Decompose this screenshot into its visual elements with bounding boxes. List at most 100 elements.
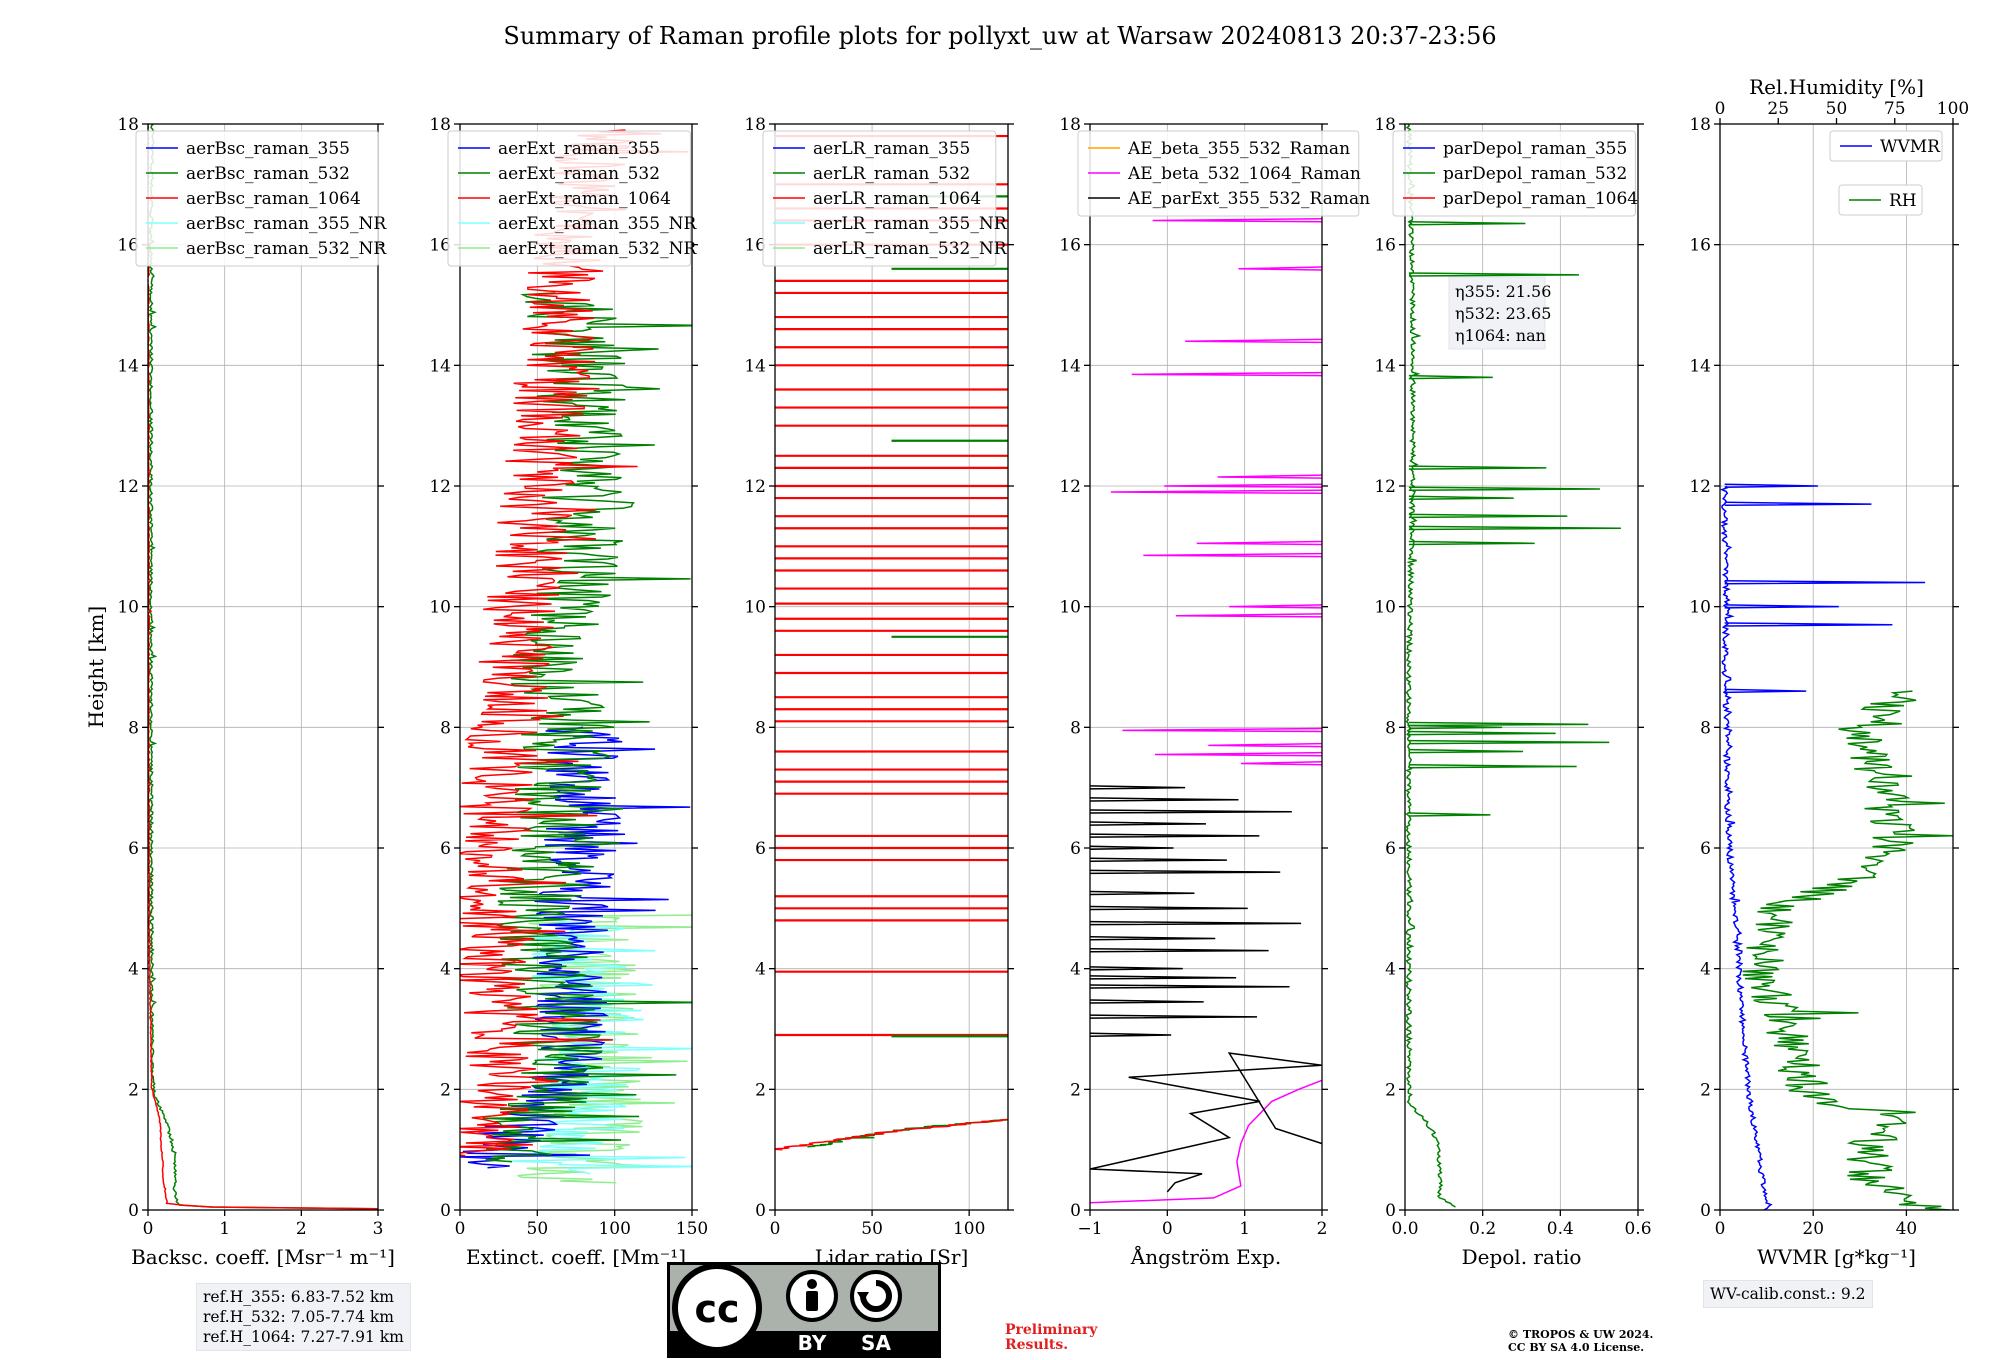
ref-height-355: ref.H_355: 6.83-7.52 km bbox=[203, 1288, 394, 1306]
series-line-aerExt_raman_532 bbox=[482, 292, 692, 1163]
plot-area bbox=[1405, 124, 1621, 1208]
y-tick-label: 0 bbox=[440, 1201, 451, 1221]
by-person-head bbox=[807, 1279, 817, 1289]
legend-label: WVMR bbox=[1880, 137, 1941, 157]
y-tick-label: 14 bbox=[1689, 356, 1711, 376]
y-axis-label: Height [km] bbox=[84, 606, 108, 728]
top-x-axis-label: Rel.Humidity [%] bbox=[1749, 75, 1924, 99]
y-tick-label: 0 bbox=[1070, 1201, 1081, 1221]
panel-dep: 0.0 0.2 0.4 0.6 0 2 4 6 8 10 12 14 16 18 Depol. ratio p… bbox=[1374, 115, 1651, 1269]
spike-line bbox=[1724, 483, 1818, 488]
series-line-AE_beta_532_1064_Raman bbox=[1090, 1079, 1322, 1204]
x-tick-label: 50 bbox=[527, 1219, 549, 1239]
y-tick-label: 8 bbox=[1700, 718, 1711, 738]
y-tick-label: 6 bbox=[128, 839, 139, 859]
legend-label: aerBsc_raman_355 bbox=[186, 139, 350, 159]
y-tick-label: 4 bbox=[1070, 960, 1081, 980]
by-label: BY bbox=[798, 1331, 827, 1355]
legend-label: aerBsc_raman_355_NR bbox=[186, 214, 387, 234]
y-tick-label: 8 bbox=[128, 718, 139, 738]
x-tick-label: 0.4 bbox=[1547, 1219, 1574, 1239]
y-tick-label: 18 bbox=[117, 115, 139, 135]
ref-height-532: ref.H_532: 7.05-7.74 km bbox=[203, 1308, 394, 1326]
plot-area bbox=[775, 134, 1008, 1151]
y-tick-label: 2 bbox=[440, 1080, 451, 1100]
spike-line bbox=[1090, 935, 1216, 941]
y-tick-label: 2 bbox=[1700, 1080, 1711, 1100]
y-tick-label: 6 bbox=[1070, 839, 1081, 859]
spike-line bbox=[1238, 266, 1322, 271]
y-tick-label: 2 bbox=[755, 1080, 766, 1100]
spike-line bbox=[1090, 1014, 1258, 1019]
copyright-note: © TROPOS & UW 2024. CC BY SA 4.0 License… bbox=[1508, 1328, 1653, 1354]
y-tick-label: 10 bbox=[1059, 598, 1081, 618]
spike-line bbox=[1408, 730, 1556, 736]
y-tick-label: 14 bbox=[1059, 356, 1081, 376]
x-tick-label: 0 bbox=[1162, 1219, 1173, 1239]
copyright-line-2: CC BY SA 4.0 License. bbox=[1508, 1341, 1645, 1354]
legend: WVMR RH bbox=[1829, 130, 1943, 216]
legend-label: aerBsc_raman_532 bbox=[186, 164, 350, 184]
panel-frame bbox=[774, 123, 1009, 1211]
spike-line bbox=[1408, 272, 1579, 277]
y-tick-label: 2 bbox=[1070, 1080, 1081, 1100]
y-tick-label: 6 bbox=[755, 839, 766, 859]
x-tick-label: 0 bbox=[770, 1219, 781, 1239]
top-x-tick-label: 25 bbox=[1767, 99, 1789, 119]
x-tick-label: 50 bbox=[861, 1219, 883, 1239]
spike-line bbox=[1090, 857, 1227, 863]
spike-line bbox=[1229, 604, 1322, 609]
y-tick-label: 8 bbox=[440, 718, 451, 738]
sa-share-icon bbox=[850, 1270, 902, 1322]
y-tick-label: 10 bbox=[429, 598, 451, 618]
spike-line bbox=[1090, 975, 1237, 980]
spike-line bbox=[1408, 495, 1514, 501]
x-tick-label: 3 bbox=[373, 1219, 384, 1239]
legend-box bbox=[762, 130, 997, 267]
spike-line bbox=[1408, 748, 1524, 754]
legend-label: aerBsc_raman_532_NR bbox=[186, 239, 387, 259]
spike-line bbox=[1408, 724, 1503, 730]
legend: aerExt_raman_355 aerExt_raman_532 aerExt_r… bbox=[447, 130, 697, 267]
spike-line bbox=[1240, 760, 1322, 766]
spike-line bbox=[1408, 486, 1600, 491]
y-tick-label: 6 bbox=[1385, 839, 1396, 859]
preliminary-line-2: Results. bbox=[1005, 1337, 1069, 1353]
y-tick-label: 0 bbox=[128, 1201, 139, 1221]
preliminary-line-1: Preliminary bbox=[1005, 1322, 1098, 1338]
legend-box bbox=[1829, 130, 1943, 162]
x-tick-label: 20 bbox=[1802, 1219, 1824, 1239]
eta-annotation-line: η532: 23.65 bbox=[1455, 304, 1551, 323]
cc-logo-text: cc bbox=[694, 1287, 739, 1331]
x-tick-label: −1 bbox=[1077, 1219, 1102, 1239]
spike-line bbox=[1408, 739, 1610, 745]
y-tick-label: 16 bbox=[1374, 236, 1396, 256]
x-tick-label: 0 bbox=[1715, 1219, 1726, 1239]
series-line-parDepol_raman_532 bbox=[1405, 124, 1456, 1208]
legend-label: AE_beta_532_1064_Raman bbox=[1127, 164, 1361, 184]
eta-annotation-line: η355: 21.56 bbox=[1455, 282, 1551, 301]
spike-line bbox=[1090, 905, 1248, 911]
y-tick-label: 0 bbox=[1385, 1201, 1396, 1221]
spike-line bbox=[1090, 920, 1302, 926]
x-axis-label: Backsc. coeff. [Msr⁻¹ m⁻¹] bbox=[131, 1245, 395, 1269]
y-tick-label: 6 bbox=[440, 839, 451, 859]
spike-line bbox=[1408, 513, 1568, 519]
y-tick-label: 12 bbox=[117, 477, 139, 497]
spike-line bbox=[1724, 622, 1893, 627]
y-tick-label: 16 bbox=[117, 236, 139, 256]
eta-annotation: η355: 21.56 η532: 23.65 η1064: nan bbox=[1448, 276, 1551, 350]
y-tick-label: 14 bbox=[744, 356, 766, 376]
spike-line bbox=[1090, 869, 1281, 875]
y-tick-label: 6 bbox=[1700, 839, 1711, 859]
spike-line bbox=[1090, 966, 1183, 971]
legend-label: aerLR_raman_355_NR bbox=[813, 214, 1008, 234]
y-tick-label: 12 bbox=[429, 477, 451, 497]
y-tick-label: 16 bbox=[1059, 236, 1081, 256]
x-tick-label: 150 bbox=[676, 1219, 708, 1239]
spike-line bbox=[1408, 374, 1493, 380]
spike-line bbox=[1724, 688, 1807, 694]
